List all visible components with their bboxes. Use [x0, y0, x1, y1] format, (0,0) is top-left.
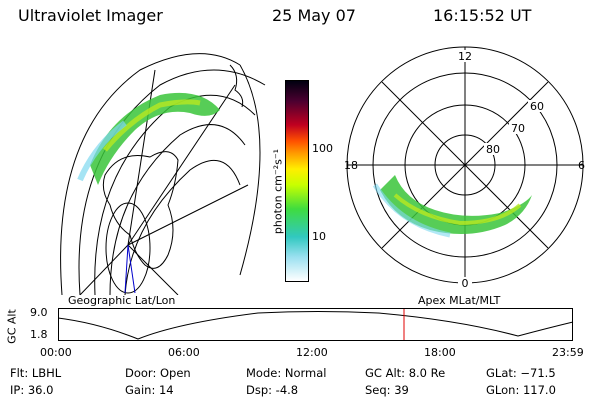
lat-circle [109, 124, 246, 295]
altitude-ytick-9: 9.0 [30, 306, 48, 319]
altitude-curve [58, 311, 574, 340]
outer-boundary [60, 53, 241, 295]
time-tick-1800: 18:00 [424, 346, 456, 359]
meridian [127, 184, 249, 246]
info-glon: GLon: 117.0 [486, 383, 556, 397]
info-seq: Seq: 39 [365, 383, 409, 397]
apex-polar-plot: 12 0 18 6 60 70 80 [344, 46, 585, 290]
lat-circle [124, 160, 241, 295]
aurora-oval [380, 175, 532, 234]
mlt-label-12: 12 [458, 50, 472, 63]
mlt-label-6: 6 [578, 159, 585, 172]
info-gc-alt: GC Alt: 8.0 Re [365, 366, 446, 380]
lat-circle [78, 69, 266, 295]
geographic-label: Geographic Lat/Lon [68, 294, 176, 307]
time-tick-2359: 23:59 [552, 346, 584, 359]
colorbar-tick-100: 100 [312, 142, 333, 155]
image-time: 16:15:52 UT [433, 6, 532, 25]
time-tick-1200: 12:00 [296, 346, 328, 359]
altitude-plot [58, 308, 574, 341]
time-tick-0000: 00:00 [40, 346, 72, 359]
colorbar-unit-label: photon cm⁻²s⁻¹ [271, 148, 285, 235]
continent-outline [102, 151, 179, 269]
info-glat: GLat: −71.5 [486, 366, 556, 380]
info-gain: Gain: 14 [125, 383, 174, 397]
info-mode: Mode: Normal [246, 366, 327, 380]
mlat-label-60: 60 [530, 100, 544, 113]
altitude-ylabel: GC Alt [5, 309, 19, 344]
mlat-label-80: 80 [486, 143, 500, 156]
mlt-label-0: 0 [462, 277, 469, 290]
mlat-label-70: 70 [511, 122, 525, 135]
image-date: 25 May 07 [272, 6, 356, 25]
info-filter: Flt: LBHL [10, 366, 62, 380]
altitude-ytick-1.8: 1.8 [30, 328, 48, 341]
geographic-map [60, 53, 266, 295]
instrument-title: Ultraviolet Imager [18, 6, 163, 25]
info-ip: IP: 36.0 [10, 383, 54, 397]
pole-ellipse [105, 202, 151, 294]
info-dsp: Dsp: -4.8 [246, 383, 299, 397]
meridian [127, 69, 156, 246]
colorbar [285, 80, 309, 282]
meridian [127, 244, 179, 295]
info-door: Door: Open [125, 366, 191, 380]
mlt-label-18: 18 [344, 159, 358, 172]
time-tick-0600: 06:00 [168, 346, 200, 359]
colorbar-tick-10: 10 [312, 230, 326, 243]
apex-label: Apex MLat/MLT [418, 294, 501, 307]
lat-circle [94, 94, 256, 295]
meridian [79, 244, 129, 295]
